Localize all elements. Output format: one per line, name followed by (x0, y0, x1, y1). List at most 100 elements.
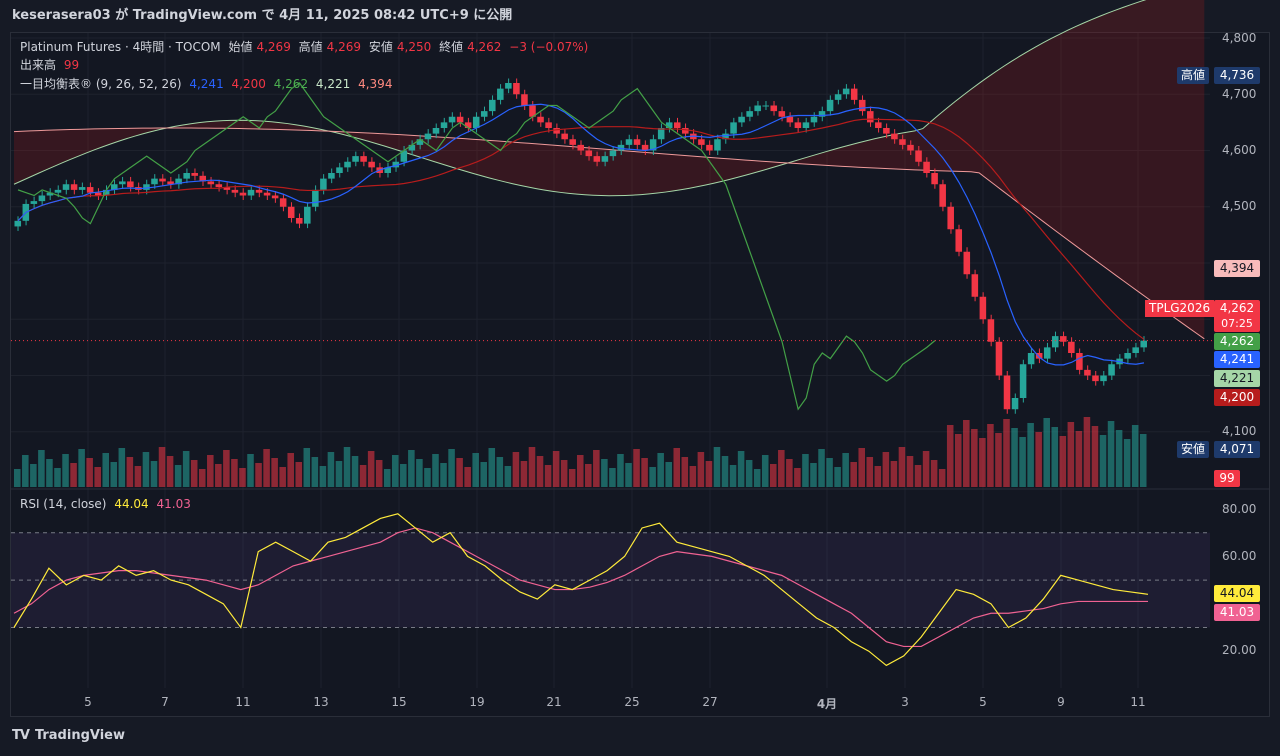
volume-bar (770, 464, 777, 487)
candle-body (78, 187, 86, 190)
volume-bar (400, 464, 407, 487)
candle-body (440, 122, 448, 128)
candle-body (1132, 347, 1139, 353)
close-value: 4,262 (467, 40, 502, 54)
volume-bar (416, 459, 423, 487)
volume-bar (448, 449, 455, 487)
volume-bar (110, 462, 118, 487)
volume-bar (995, 433, 1002, 487)
footer: TV TradingView (0, 717, 1280, 756)
volume-bar (954, 434, 962, 487)
volume-bar (922, 451, 930, 487)
candle-body (143, 184, 150, 190)
volume-bar (174, 465, 182, 487)
candle-body (119, 181, 126, 185)
candle-body (617, 144, 625, 151)
last-price: 4,262 (1219, 301, 1255, 315)
candle-body (239, 192, 247, 196)
candle-body (86, 187, 94, 193)
volume-bar (512, 452, 520, 487)
volume-bar (1115, 430, 1123, 487)
candle-body (545, 122, 552, 128)
low-value-label: 4,071 (1214, 441, 1260, 458)
kijun-line (17, 118, 1145, 340)
candle-body (513, 83, 520, 95)
candle-body (1124, 353, 1131, 359)
candle-body (320, 178, 327, 190)
volume-bar (858, 448, 866, 487)
candle-body (875, 122, 882, 128)
volume-bar (1043, 418, 1050, 487)
low-value: 4,250 (396, 40, 432, 54)
volume-bar (673, 448, 681, 487)
candle-body (858, 99, 866, 112)
candle-body (867, 111, 874, 123)
volume-bar (745, 460, 753, 487)
low-tag: 安値 (1177, 441, 1210, 458)
candle-body (585, 150, 593, 157)
volume-bar (729, 465, 737, 487)
rsi-band-fill (11, 532, 1210, 628)
candle-body (287, 206, 295, 218)
volume-bar (102, 453, 110, 487)
volume-bar (1019, 437, 1026, 487)
volume-price-label: 99 (1214, 470, 1240, 487)
low-label: 安値 (368, 40, 393, 54)
candle-body (489, 99, 496, 112)
candle-body (207, 181, 215, 185)
ichimoku-kijun-value: 4,200 (231, 77, 266, 91)
y-tick-4100: 4,100 (1222, 424, 1257, 438)
volume-bar (681, 457, 689, 487)
volume-bar (94, 467, 101, 487)
volume-bar (287, 453, 294, 487)
candle-body (842, 88, 850, 95)
x-tick-25: 25 (624, 695, 640, 709)
volume-value: 99 (63, 58, 80, 72)
candle-body (963, 251, 971, 275)
volume-bar (866, 457, 874, 487)
volume-bar (544, 465, 552, 487)
volume-bar (625, 463, 632, 487)
candle-body (826, 99, 834, 112)
y-tick-4500: 4,500 (1222, 199, 1257, 213)
volume-bar (150, 461, 158, 487)
candle-body (1043, 347, 1051, 359)
volume-bar (705, 461, 713, 487)
candle-body (183, 173, 190, 179)
kijun-label: 4,200 (1214, 389, 1260, 406)
candle-body (609, 150, 617, 157)
volume-bar (271, 458, 278, 487)
volume-bar (158, 447, 166, 487)
y-tick-4700: 4,700 (1222, 87, 1257, 101)
x-tick-13: 13 (313, 695, 329, 709)
tenkan-label: 4,241 (1214, 351, 1260, 368)
candle-body (682, 128, 689, 134)
volume-bar (601, 459, 608, 487)
volume-bar (504, 466, 512, 487)
ichimoku-cloud (14, 0, 1205, 339)
volume-bar (713, 447, 721, 487)
candle-body (673, 122, 681, 128)
rsi-ma-value: 41.03 (156, 497, 191, 511)
cloud-top-label: 4,394 (1214, 260, 1260, 277)
chart-area[interactable] (10, 32, 1270, 717)
volume-bar (327, 452, 335, 487)
ichimoku-chikou-value: 4,262 (273, 77, 309, 91)
candle-body (472, 116, 480, 128)
x-tick-5b: 5 (979, 695, 987, 709)
volume-bar (392, 455, 399, 487)
candle-body (561, 133, 568, 140)
volume-bar (303, 448, 311, 487)
rsi-tick-80: 80.00 (1222, 502, 1257, 516)
tradingview-logo[interactable]: TV TradingView (12, 728, 125, 743)
x-tick-5: 5 (84, 695, 92, 709)
volume-bar (585, 464, 592, 487)
volume-bar (78, 449, 85, 487)
candle-body (111, 184, 118, 190)
volume-bar (118, 448, 126, 487)
candle-body (94, 192, 102, 196)
candle-body (1027, 353, 1035, 365)
volume-bar (665, 462, 672, 487)
candle-body (151, 178, 158, 185)
